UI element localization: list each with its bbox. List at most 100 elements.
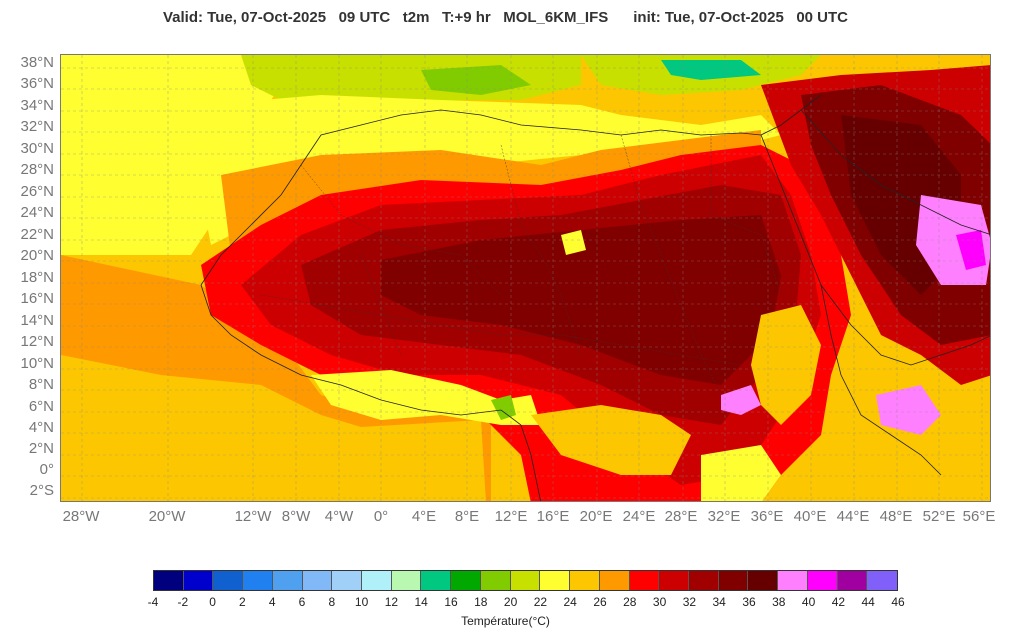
colorbar-swatch — [748, 571, 779, 590]
colorbar-swatch — [243, 571, 273, 590]
sahara-maroon — [381, 215, 781, 385]
colorbar-tick-label: 20 — [503, 595, 518, 609]
lon-label: 28°E — [664, 508, 698, 525]
lon-label: 52°E — [922, 508, 956, 525]
lat-label: 36°N — [20, 75, 54, 92]
lat-label: 34°N — [20, 97, 54, 114]
lon-label: 8°W — [281, 508, 311, 525]
colorbar-title: Température(°C) — [461, 614, 550, 628]
colorbar-tick-label: 24 — [563, 595, 577, 609]
colorbar-tick-label: 22 — [533, 595, 548, 609]
lon-label: 20°W — [148, 508, 186, 525]
congo-yellow — [531, 405, 691, 475]
colorbar-swatch — [570, 571, 600, 590]
lat-label: 14°N — [20, 312, 54, 329]
colorbar-swatch — [183, 571, 214, 590]
colorbar-tick-label: 34 — [712, 595, 726, 609]
colorbar-tick-label: 0 — [209, 595, 216, 609]
country-borders — [260, 134, 782, 396]
lat-label: 22°N — [20, 226, 54, 243]
atlantic-yellow-south — [61, 355, 486, 501]
colorbar-tick-label: 6 — [298, 595, 306, 609]
temperature-map-svg — [61, 55, 990, 501]
lat-label: 10°N — [20, 355, 54, 372]
colorbar-tick-label: 32 — [682, 595, 697, 609]
lat-label: 32°N — [20, 118, 54, 135]
colorbar-swatch — [837, 571, 868, 590]
lat-gridlines — [61, 67, 990, 499]
lat-label: 28°N — [20, 161, 54, 178]
colorbar-tick-label: 38 — [772, 595, 786, 609]
lon-label: 56°E — [962, 508, 996, 525]
colorbar-swatch — [510, 571, 541, 590]
colorbar-tick-label: 28 — [623, 595, 637, 609]
coastlines — [200, 94, 990, 501]
lon-label: 0° — [373, 508, 389, 525]
sahel-hotspot — [561, 230, 586, 255]
lat-label: 24°N — [20, 204, 54, 221]
colorbar-tick-label: 4 — [268, 595, 276, 609]
colorbar-tick-label: 36 — [742, 595, 756, 609]
lon-label: 32°E — [707, 508, 741, 525]
lon-label: 16°E — [536, 508, 570, 525]
lon-label: 48°E — [879, 508, 913, 525]
colorbar-swatch — [659, 571, 689, 590]
colorbar-swatch — [778, 571, 808, 590]
guinea-coast-yellow — [311, 370, 541, 425]
lon-label: 24°E — [622, 508, 656, 525]
colorbar-tick-label: 12 — [384, 595, 399, 609]
lat-label: 18°N — [20, 269, 54, 286]
colorbar-swatch — [213, 571, 244, 590]
colorbar-swatch — [302, 571, 333, 590]
lat-label: 4°N — [28, 419, 54, 436]
colorbar-tick-label: 26 — [593, 595, 607, 609]
map-title: Valid: Tue, 07-Oct-2025 09 UTC t2m T:+9 … — [162, 9, 849, 26]
colorbar-swatch — [332, 571, 363, 590]
lon-gridlines — [81, 55, 983, 501]
colorbar-tick-label: 40 — [801, 595, 816, 609]
colorbar-swatch — [362, 571, 392, 590]
colorbar-tick-label: 46 — [891, 595, 905, 609]
colorbar-tick-label: 10 — [354, 595, 369, 609]
lat-label: 8°N — [28, 376, 54, 393]
colorbar-tick-label: 44 — [861, 595, 875, 609]
temperature-colorbar — [153, 570, 898, 591]
colorbar-swatch — [391, 571, 422, 590]
colorbar-swatch — [272, 571, 303, 590]
ethiopia-pink — [721, 385, 761, 415]
colorbar-tick-label: 16 — [444, 595, 458, 609]
horn-pink — [876, 385, 941, 435]
colorbar-swatch — [688, 571, 719, 590]
lat-label: 26°N — [20, 183, 54, 200]
colorbar-swatch — [480, 571, 511, 590]
lon-label: 36°E — [750, 508, 784, 525]
maghreb-yellow — [201, 95, 781, 245]
lon-label: 12°W — [234, 508, 272, 525]
colorbar-swatch — [629, 571, 660, 590]
lat-label: 6°N — [28, 398, 54, 415]
colorbar-swatch — [599, 571, 630, 590]
colorbar-tick-label: 14 — [414, 595, 428, 609]
lon-label: 8°E — [454, 508, 480, 525]
atlantic-far-north-green — [61, 55, 121, 135]
colorbar-tick-label: 2 — [239, 595, 246, 609]
colorbar-tick-label: 18 — [474, 595, 488, 609]
lon-label: 12°E — [494, 508, 528, 525]
colorbar-tick-label: -2 — [177, 595, 189, 609]
lat-label: 2°S — [29, 482, 54, 499]
lon-label: 44°E — [836, 508, 870, 525]
temperature-map[interactable] — [60, 54, 991, 502]
maghreb-orange — [221, 130, 761, 255]
colorbar-swatch — [451, 571, 481, 590]
congo-green — [491, 395, 516, 420]
colorbar-tick-label: 30 — [652, 595, 667, 609]
colorbar-tick-label: -4 — [147, 595, 159, 609]
lat-label: 30°N — [20, 140, 54, 157]
lat-label: 2°N — [28, 440, 54, 457]
east-africa-yellow — [701, 445, 781, 501]
lon-label: 4°W — [324, 508, 354, 525]
colorbar-tick-label: 42 — [831, 595, 846, 609]
colorbar-swatch — [867, 571, 897, 590]
colorbar-swatch — [718, 571, 749, 590]
